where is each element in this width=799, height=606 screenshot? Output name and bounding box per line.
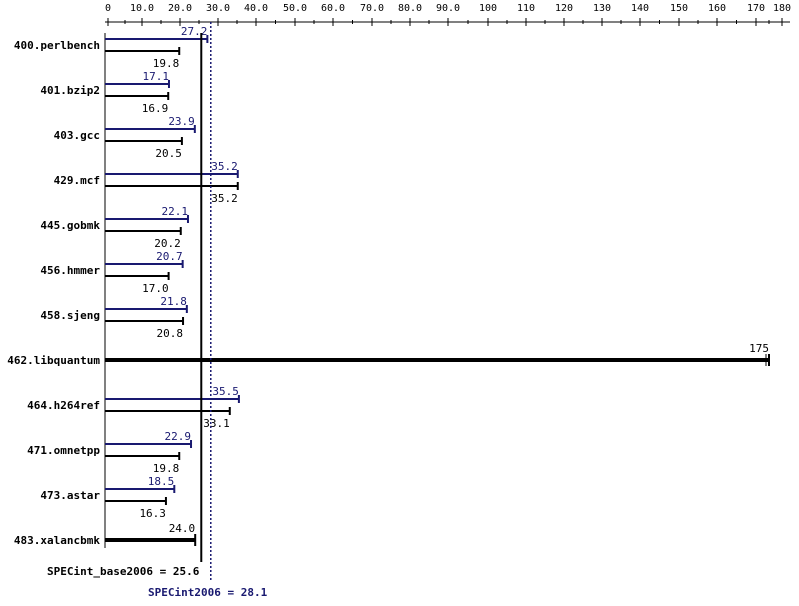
peak-value-label: 20.7 <box>156 250 183 263</box>
category-labels: 400.perlbench 401.bzip2 403.gcc 429.mcf 445.… <box>7 39 100 547</box>
x-tick-label: 120 <box>555 3 573 14</box>
base-value-label: 19.8 <box>153 462 180 475</box>
category-label: 401.bzip2 <box>40 84 100 97</box>
base-value-label: 17.0 <box>142 282 169 295</box>
peak-value-label: 23.9 <box>168 115 195 128</box>
x-tick-label: 160 <box>708 3 726 14</box>
category-label: 462.libquantum <box>7 354 100 367</box>
x-tick-label: 110 <box>517 3 535 14</box>
x-tick-label: 0 <box>105 3 111 14</box>
category-label: 483.xalancbmk <box>14 534 100 547</box>
x-tick-label: 30.0 <box>206 3 230 14</box>
x-tick-label: 40.0 <box>244 3 268 14</box>
x-tick-label: 20.0 <box>168 3 192 14</box>
value-label-merged: 24.0 <box>169 522 196 535</box>
peak-value-label: 35.2 <box>211 160 238 173</box>
x-tick-label: 140 <box>631 3 649 14</box>
summary-base-text: SPECint_base2006 = 25.6 <box>47 565 200 578</box>
x-tick-label: 50.0 <box>283 3 307 14</box>
x-tick-label: 100 <box>479 3 497 14</box>
peak-value-label: 22.1 <box>161 205 188 218</box>
base-value-label: 20.2 <box>154 237 181 250</box>
category-label: 429.mcf <box>54 174 100 187</box>
category-label: 445.gobmk <box>40 219 100 232</box>
category-label: 473.astar <box>40 489 100 502</box>
base-value-label: 19.8 <box>153 57 180 70</box>
base-value-label: 20.5 <box>155 147 182 160</box>
category-label: 400.perlbench <box>14 39 100 52</box>
x-tick-label: 170 <box>747 3 765 14</box>
base-value-label: 16.9 <box>142 102 169 115</box>
peak-value-label: 17.1 <box>142 70 169 83</box>
category-label: 471.omnetpp <box>27 444 100 457</box>
x-tick-label: 90.0 <box>436 3 460 14</box>
bars: 27.219.817.116.923.920.535.235.222.120.2… <box>105 25 770 546</box>
x-tick-label: 60.0 <box>321 3 345 14</box>
peak-value-label: 35.5 <box>212 385 239 398</box>
peak-value-label: 21.8 <box>160 295 187 308</box>
summary-peak-text: SPECint2006 = 28.1 <box>148 586 268 599</box>
x-axis: 0 10.0 20.0 30.0 40.0 50.0 60.0 70.0 80.0 90.0 100… <box>104 3 791 548</box>
category-label: 458.sjeng <box>40 309 100 322</box>
x-tick-label: 180 <box>773 3 791 14</box>
x-tick-label: 130 <box>593 3 611 14</box>
peak-value-label: 22.9 <box>165 430 192 443</box>
base-value-label: 16.3 <box>139 507 166 520</box>
category-label: 464.h264ref <box>27 399 100 412</box>
x-tick-label: 80.0 <box>398 3 422 14</box>
base-value-label: 20.8 <box>157 327 184 340</box>
x-tick-label: 150 <box>670 3 688 14</box>
peak-value-label: 27.2 <box>181 25 208 38</box>
base-value-label: 35.2 <box>211 192 238 205</box>
merged-bar <box>105 538 196 542</box>
peak-value-label: 18.5 <box>148 475 175 488</box>
merged-bar <box>105 358 769 362</box>
category-label: 403.gcc <box>54 129 100 142</box>
x-tick-label: 70.0 <box>360 3 384 14</box>
category-label: 456.hmmer <box>40 264 100 277</box>
x-tick-label: 10.0 <box>130 3 154 14</box>
base-value-label: 33.1 <box>203 417 230 430</box>
reference-lines <box>200 22 212 582</box>
value-label-merged: 175 <box>749 342 769 355</box>
